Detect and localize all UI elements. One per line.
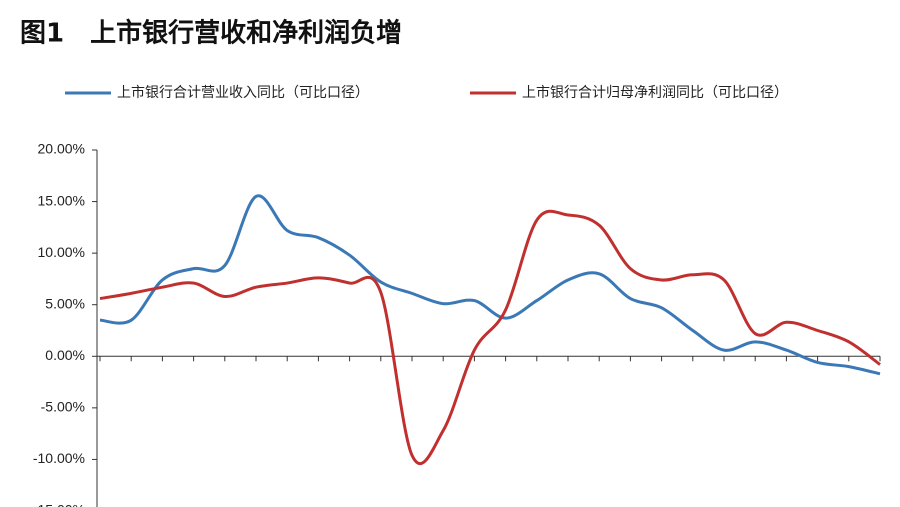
- y-tick-label: 0.00%: [45, 347, 85, 363]
- legend-label: 上市银行合计归母净利润同比（可比口径）: [522, 84, 788, 101]
- legend-label: 上市银行合计营业收入同比（可比口径）: [117, 84, 369, 101]
- y-tick-label: -15.00%: [33, 502, 85, 507]
- y-tick-label: 5.00%: [45, 295, 85, 311]
- y-tick-label: -5.00%: [41, 399, 85, 415]
- series-line: [99, 194, 881, 376]
- y-tick-label: 15.00%: [38, 192, 85, 208]
- y-tick-label: 20.00%: [38, 141, 85, 157]
- chart-title: 图1 上市银行营收和净利润负增: [20, 18, 402, 49]
- y-tick-label: 10.00%: [38, 244, 85, 260]
- series-line: [99, 209, 881, 465]
- y-tick-label: -10.00%: [33, 450, 85, 466]
